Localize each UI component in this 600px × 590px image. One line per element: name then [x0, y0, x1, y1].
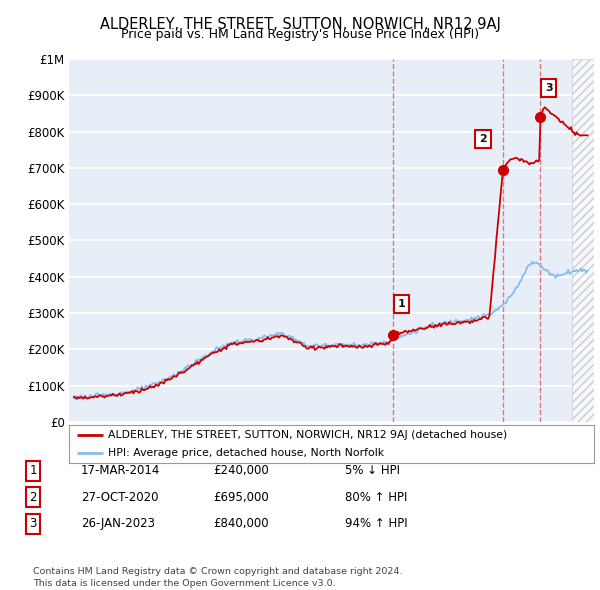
Text: 94% ↑ HPI: 94% ↑ HPI — [345, 517, 407, 530]
Text: ALDERLEY, THE STREET, SUTTON, NORWICH, NR12 9AJ (detached house): ALDERLEY, THE STREET, SUTTON, NORWICH, N… — [109, 430, 508, 440]
Text: ALDERLEY, THE STREET, SUTTON, NORWICH, NR12 9AJ: ALDERLEY, THE STREET, SUTTON, NORWICH, N… — [100, 17, 500, 31]
Text: 3: 3 — [29, 517, 37, 530]
Text: 27-OCT-2020: 27-OCT-2020 — [81, 491, 158, 504]
Text: 17-MAR-2014: 17-MAR-2014 — [81, 464, 160, 477]
Text: Contains HM Land Registry data © Crown copyright and database right 2024.
This d: Contains HM Land Registry data © Crown c… — [33, 568, 403, 588]
Text: 26-JAN-2023: 26-JAN-2023 — [81, 517, 155, 530]
Text: 5% ↓ HPI: 5% ↓ HPI — [345, 464, 400, 477]
Text: HPI: Average price, detached house, North Norfolk: HPI: Average price, detached house, Nort… — [109, 448, 385, 458]
Text: £695,000: £695,000 — [213, 491, 269, 504]
Text: Price paid vs. HM Land Registry's House Price Index (HPI): Price paid vs. HM Land Registry's House … — [121, 28, 479, 41]
Text: 2: 2 — [29, 491, 37, 504]
Text: £840,000: £840,000 — [213, 517, 269, 530]
Text: 1: 1 — [398, 299, 406, 309]
Text: 1: 1 — [29, 464, 37, 477]
Text: £240,000: £240,000 — [213, 464, 269, 477]
Text: 80% ↑ HPI: 80% ↑ HPI — [345, 491, 407, 504]
Text: 3: 3 — [545, 83, 553, 93]
Text: 2: 2 — [479, 134, 487, 144]
